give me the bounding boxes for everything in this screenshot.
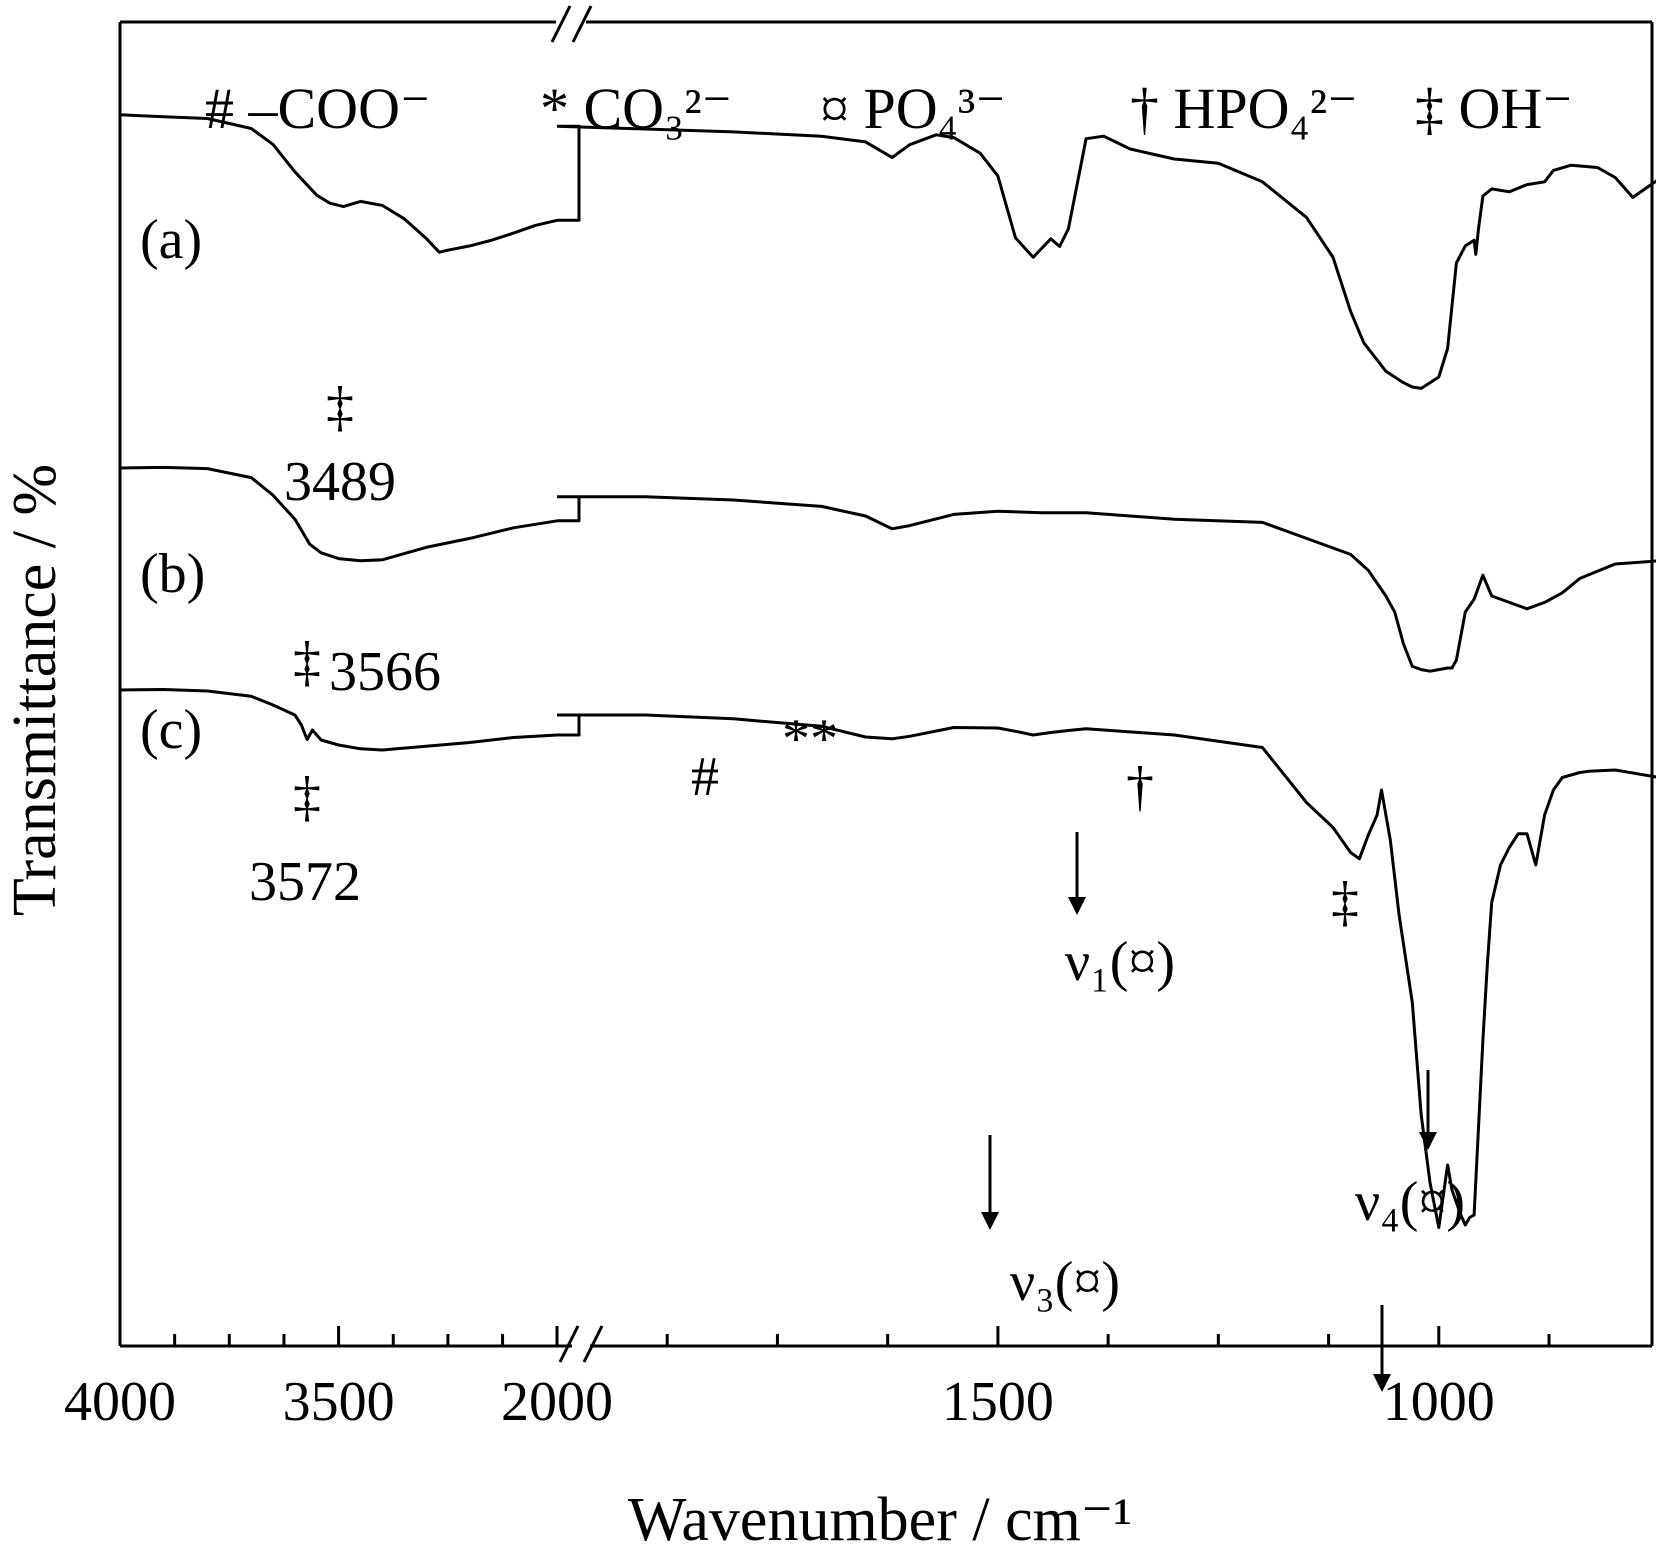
plot-frame xyxy=(118,20,1654,1348)
legend-entry: ¤ PO₄³⁻ xyxy=(820,76,1006,141)
legend-entry: # –COO⁻ xyxy=(205,76,431,141)
annotation-marker: ‡ xyxy=(326,376,354,438)
annotation-curve-label: (b) xyxy=(140,543,205,605)
arrow-head xyxy=(981,1212,999,1230)
spectrum-curve-2 xyxy=(119,688,1656,1229)
annotation-marker: ** xyxy=(782,708,838,770)
legend-entry: * CO₃²⁻ xyxy=(540,76,732,141)
annotation-band: ν₁(¤) xyxy=(1065,931,1175,993)
arrow-head xyxy=(1419,1132,1437,1150)
annotation-curve-label: (a) xyxy=(140,209,202,271)
legend-entry: ‡ OH⁻ xyxy=(1415,76,1573,141)
x-tick-label: 3500 xyxy=(283,1371,395,1433)
annotation-marker: † xyxy=(1126,756,1154,818)
annotation-curve-label: (c) xyxy=(140,699,202,761)
annotation-peak: 3566 xyxy=(329,641,441,703)
annotation-peak: 3489 xyxy=(284,451,396,513)
annotation-marker: ‡ xyxy=(1331,871,1359,933)
x-tick-label: 1000 xyxy=(1383,1371,1495,1433)
legend: # –COO⁻ * CO₃²⁻ ¤ PO₄³⁻ † HPO₄²⁻ ‡ OH⁻ xyxy=(205,76,1573,141)
axis-break-bottom-slash-1 xyxy=(558,1325,580,1363)
arrow-head xyxy=(1373,1374,1391,1392)
spectra xyxy=(119,113,1656,1229)
legend-entry: † HPO₄²⁻ xyxy=(1130,76,1358,141)
x-axis-title: Wavenumber / cm⁻¹ xyxy=(628,1486,1132,1554)
annotation-marker: # xyxy=(691,746,719,808)
arrow-head xyxy=(1068,897,1086,915)
annotation-peak: 3572 xyxy=(249,851,361,913)
spectrum-curve-0 xyxy=(119,113,1656,390)
axis-break-bottom-slash-2 xyxy=(582,1325,604,1363)
annotation-band: ν₃(¤) xyxy=(1010,1251,1120,1313)
axis-break-bottom xyxy=(558,1325,604,1363)
annotations: (a)(b)(c)‡3489‡ 3566‡3572#**†‡ν₁(¤)ν₃(¤)ν… xyxy=(140,209,1465,1392)
x-tick-label: 1500 xyxy=(942,1371,1054,1433)
axis-break-top-slash-1 xyxy=(550,5,572,43)
axis-break-top-slash-2 xyxy=(571,5,593,43)
x-ticks xyxy=(118,1326,1551,1346)
annotation-marker: ‡ xyxy=(293,766,321,828)
x-tick-labels: 40003500200015001000500 xyxy=(64,1371,1495,1433)
axis-break-top xyxy=(550,5,593,43)
x-tick-label: 4000 xyxy=(64,1371,176,1433)
annotation-band: ν₄(¤) xyxy=(1355,1171,1465,1233)
annotation-marker: ‡ xyxy=(293,631,321,693)
spectrum-curve-1 xyxy=(119,465,1656,673)
x-tick-label: 2000 xyxy=(501,1371,613,1433)
y-axis-title: Transmittance / % xyxy=(1,464,69,916)
